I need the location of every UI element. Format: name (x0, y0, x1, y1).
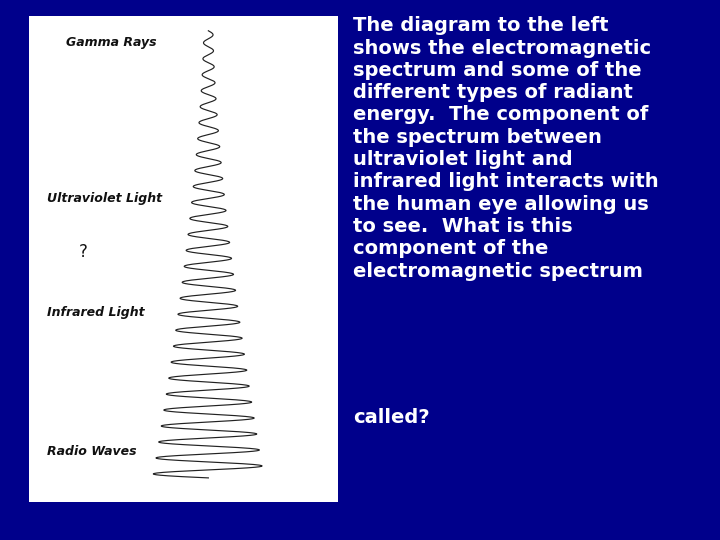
Text: Gamma Rays: Gamma Rays (66, 36, 156, 50)
Text: Infrared Light: Infrared Light (48, 306, 145, 319)
Text: called?: called? (353, 408, 429, 427)
Text: ?: ? (78, 243, 87, 261)
Text: Radio Waves: Radio Waves (48, 444, 137, 458)
Text: Ultraviolet Light: Ultraviolet Light (48, 192, 163, 205)
Text: The diagram to the left
shows the electromagnetic
spectrum and some of the
diffe: The diagram to the left shows the electr… (353, 16, 658, 280)
